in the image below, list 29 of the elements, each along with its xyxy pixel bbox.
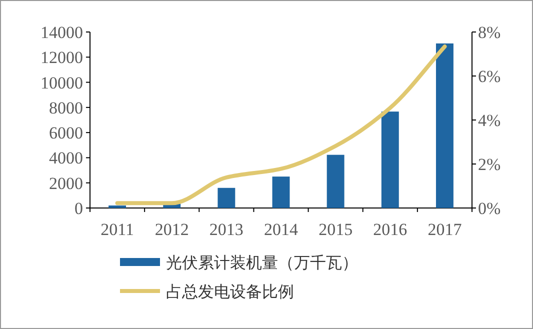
- bar: [218, 188, 236, 208]
- legend-label: 占总发电设备比例: [166, 283, 294, 301]
- x-tick-label: 2016: [373, 220, 408, 239]
- y-tick-label: 6000: [49, 124, 83, 143]
- x-tick-label: 2017: [428, 220, 462, 239]
- y-tick-label: 8000: [49, 98, 83, 118]
- bar: [326, 154, 344, 208]
- bar: [436, 43, 454, 208]
- x-tick-label: 2011: [100, 220, 134, 239]
- y-tick-label: 0: [74, 199, 83, 218]
- y2-tick-label: 0%: [478, 199, 501, 218]
- x-tick-label: 2015: [318, 220, 353, 239]
- y2-tick-label: 6%: [478, 67, 501, 86]
- bar: [108, 205, 126, 208]
- y2-tick-label: 4%: [478, 111, 501, 130]
- y-tick-label: 12000: [40, 48, 83, 68]
- bar: [381, 112, 399, 208]
- y-tick-label: 10000: [40, 73, 83, 92]
- y-tick-label: 14000: [40, 23, 83, 42]
- x-tick-label: 2012: [154, 220, 189, 239]
- bar: [272, 176, 290, 208]
- y-tick-label: 4000: [49, 148, 83, 168]
- y2-tick-label: 8%: [478, 23, 501, 42]
- line-series: [115, 44, 447, 206]
- x-tick-label: 2013: [209, 220, 244, 239]
- legend-label: 光伏累计装机量（万千瓦）: [166, 254, 358, 272]
- x-tick-label: 2014: [264, 220, 298, 239]
- y2-tick-label: 2%: [478, 155, 501, 174]
- y-tick-label: 2000: [49, 174, 83, 193]
